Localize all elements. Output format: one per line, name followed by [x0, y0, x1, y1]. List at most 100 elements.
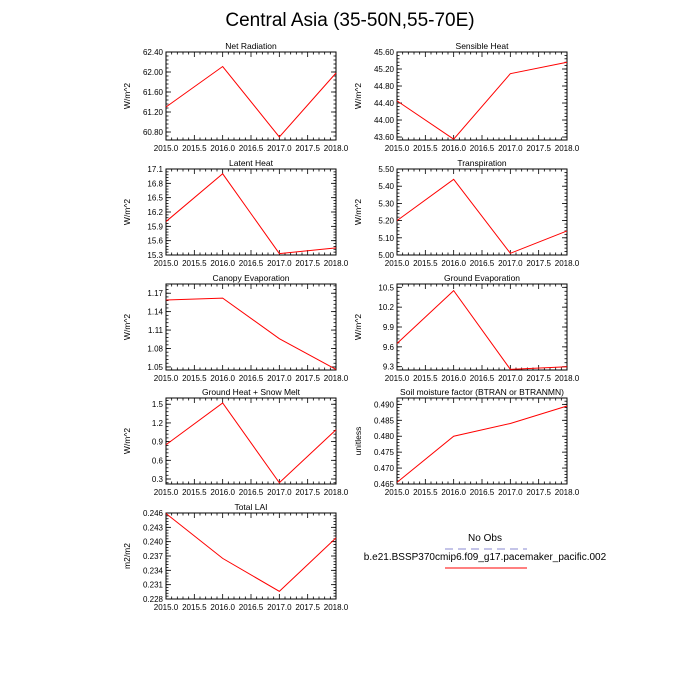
x-tick-label: 2016.5 — [470, 374, 495, 383]
plot-frame — [165, 397, 337, 485]
plot-frame — [165, 512, 337, 600]
y-tick-label: 1.2 — [152, 419, 164, 428]
panel-title: Net Radiation — [225, 41, 277, 51]
y-tick-label: 15.6 — [147, 237, 163, 246]
x-tick-label: 2016.0 — [441, 259, 466, 268]
series-line — [165, 513, 337, 592]
y-tick-label: 62.40 — [143, 48, 164, 57]
y-tick-label: 1.05 — [147, 363, 163, 372]
y-tick-label: 1.5 — [152, 400, 164, 409]
x-tick-label: 2015.0 — [154, 259, 179, 268]
panel-title: Total LAI — [234, 502, 267, 512]
plot-frame — [165, 168, 337, 256]
y-axis-label: W/m^2 — [122, 199, 132, 225]
legend-obs-label: No Obs — [468, 533, 502, 544]
x-tick-label: 2017.0 — [498, 488, 523, 497]
x-tick-label: 2016.5 — [470, 144, 495, 153]
y-tick-label: 0.240 — [143, 538, 164, 547]
plot-frame — [165, 51, 337, 141]
x-tick-label: 2018.0 — [324, 603, 349, 612]
y-tick-label: 5.10 — [378, 234, 394, 243]
x-tick-label: 2015.5 — [413, 374, 438, 383]
x-tick-label: 2017.0 — [267, 603, 292, 612]
y-tick-label: 0.3 — [152, 475, 164, 484]
y-tick-label: 0.6 — [152, 456, 164, 465]
x-tick-label: 2018.0 — [555, 374, 580, 383]
series-line — [165, 297, 337, 370]
x-tick-label: 2017.0 — [267, 488, 292, 497]
panel-8: Soil moisture factor (BTRAN or BTRANMN) u… — [353, 387, 580, 497]
series-line — [396, 178, 568, 254]
x-tick-label: 2015.0 — [385, 488, 410, 497]
series-line — [396, 289, 568, 370]
plot-frame — [396, 283, 568, 371]
legend: No Obs b.e21.BSSP370cmip6.f09_g17.pacema… — [360, 533, 610, 578]
x-tick-label: 2017.5 — [295, 374, 320, 383]
x-tick-label: 2016.5 — [239, 144, 264, 153]
x-tick-label: 2017.0 — [498, 259, 523, 268]
y-axis-label: W/m^2 — [353, 199, 363, 225]
y-tick-label: 0.490 — [374, 400, 395, 409]
y-axis-label: W/m^2 — [353, 314, 363, 340]
panel-title: Ground Heat + Snow Melt — [202, 387, 301, 397]
x-tick-label: 2016.0 — [210, 144, 235, 153]
panel-3: Latent Heat W/m^2 2015.0 2015.5 2016.0 2016.5… — [122, 158, 349, 268]
legend-model-label: b.e21.BSSP370cmip6.f09_g17.pacemaker_pac… — [363, 552, 607, 563]
y-tick-label: 5.40 — [378, 182, 394, 191]
panel-2: Sensible Heat W/m^2 2015.0 2015.5 2016.0 2016… — [353, 41, 580, 153]
x-tick-label: 2018.0 — [555, 488, 580, 497]
plot-frame — [396, 168, 568, 256]
y-tick-label: 0.465 — [374, 480, 395, 489]
panel-title: Ground Evaporation — [444, 273, 520, 283]
series-line — [396, 61, 568, 140]
x-tick-label: 2016.5 — [470, 259, 495, 268]
y-tick-label: 0.234 — [143, 566, 164, 575]
x-tick-label: 2016.0 — [441, 374, 466, 383]
panel-title: Transpiration — [457, 158, 507, 168]
x-tick-label: 2016.0 — [210, 374, 235, 383]
y-tick-label: 0.246 — [143, 509, 164, 518]
panel-7: Ground Heat + Snow Melt W/m^2 2015.0 2015.5… — [122, 387, 349, 497]
x-tick-label: 2016.0 — [441, 488, 466, 497]
legend-lines — [445, 548, 527, 569]
x-tick-label: 2015.5 — [413, 488, 438, 497]
x-tick-label: 2015.5 — [182, 144, 207, 153]
x-tick-label: 2015.5 — [182, 259, 207, 268]
x-tick-label: 2016.5 — [239, 603, 264, 612]
x-tick-label: 2018.0 — [324, 144, 349, 153]
plot-frame — [396, 397, 568, 485]
panel-title: Latent Heat — [229, 158, 274, 168]
y-tick-label: 1.08 — [147, 345, 163, 354]
series-line — [396, 405, 568, 483]
x-tick-label: 2016.5 — [470, 488, 495, 497]
y-tick-label: 44.00 — [374, 116, 395, 125]
y-tick-label: 1.14 — [147, 308, 163, 317]
x-tick-label: 2017.5 — [295, 488, 320, 497]
x-tick-label: 2017.5 — [295, 603, 320, 612]
y-axis-label: W/m^2 — [122, 83, 132, 109]
panel-4: Transpiration W/m^2 2015.0 2015.5 2016.0 2016… — [353, 158, 580, 268]
x-tick-label: 2016.0 — [210, 603, 235, 612]
y-tick-label: 16.5 — [147, 194, 163, 203]
x-tick-label: 2018.0 — [324, 259, 349, 268]
y-tick-label: 10.2 — [378, 303, 394, 312]
x-tick-label: 2015.5 — [413, 144, 438, 153]
x-tick-label: 2017.0 — [267, 374, 292, 383]
x-tick-label: 2016.0 — [441, 144, 466, 153]
x-tick-label: 2016.5 — [239, 374, 264, 383]
x-tick-label: 2017.5 — [295, 144, 320, 153]
y-tick-label: 61.60 — [143, 88, 164, 97]
x-tick-label: 2016.5 — [239, 488, 264, 497]
x-tick-label: 2015.5 — [182, 488, 207, 497]
y-tick-label: 10.5 — [378, 283, 394, 292]
plot-frame — [165, 283, 337, 371]
x-tick-label: 2016.0 — [210, 488, 235, 497]
y-tick-label: 16.8 — [147, 179, 163, 188]
y-axis-label: W/m^2 — [353, 83, 363, 109]
panel-title: Sensible Heat — [456, 41, 510, 51]
x-tick-label: 2018.0 — [324, 488, 349, 497]
y-tick-label: 5.20 — [378, 217, 394, 226]
